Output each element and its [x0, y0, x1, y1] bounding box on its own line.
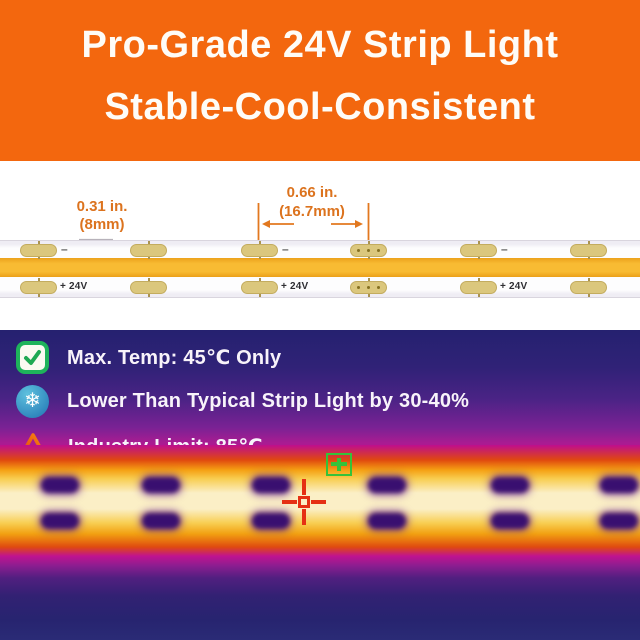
solder-pad [570, 244, 607, 257]
negative-terminal-label: – [282, 242, 289, 256]
thermal-pad-blob [491, 513, 529, 529]
solder-pad [130, 244, 167, 257]
led-strip-illustration: – + 24V – + 24V – + 24V [0, 240, 640, 298]
feature-max-temp: Max. Temp: 45℃ Only [16, 341, 281, 374]
thermal-target-marker-icon [326, 453, 352, 476]
features-background [0, 330, 640, 455]
solder-dot [367, 286, 370, 289]
snowflake-icon: ❄ [16, 385, 49, 418]
crosshair-arm [311, 500, 326, 504]
solder-dot [377, 286, 380, 289]
negative-terminal-label: – [61, 242, 68, 256]
thermal-pad-blob [41, 477, 79, 493]
solder-dot [377, 249, 380, 252]
solder-pad [241, 281, 278, 294]
solder-pad [570, 281, 607, 294]
thermal-pad-blob [368, 477, 406, 493]
cob-led-band [0, 258, 640, 277]
solder-pad [460, 244, 497, 257]
thermal-section: Max. Temp: 45℃ Only ❄ Lower Than Typical… [0, 330, 640, 640]
crosshair-arm [302, 479, 306, 495]
thermal-pad-blob [142, 513, 180, 529]
strip-diagram: 0.31 in. (8mm) 0.66 in. (16.7mm) – + 24V –… [0, 161, 640, 330]
crosshair-arm [282, 500, 297, 504]
thermal-pad-blob [142, 477, 180, 493]
solder-pad [241, 244, 278, 257]
thermal-pad-blob [41, 513, 79, 529]
positive-terminal-label: + 24V [500, 281, 528, 292]
negative-terminal-label: – [501, 242, 508, 256]
thermal-pad-blob [252, 513, 290, 529]
marker-bar [331, 462, 347, 466]
width-dimension-mm: (8mm) [79, 216, 125, 233]
solder-dot [357, 286, 360, 289]
solder-pad [460, 281, 497, 294]
solder-pad [20, 281, 57, 294]
width-dimension-inches: 0.31 in. [76, 198, 128, 215]
headline-line2: Stable-Cool-Consistent [104, 86, 536, 128]
thermal-pad-blob [252, 477, 290, 493]
thermal-pad-blob [368, 513, 406, 529]
thermal-image: Tested after 90 mins continuous operatio… [0, 445, 640, 640]
check-icon [16, 341, 49, 374]
pitch-dimension-inches: 0.66 in. [286, 184, 338, 201]
feature-text: Max. Temp: 45℃ Only [67, 347, 282, 369]
header-banner: Pro-Grade 24V Strip Light Stable-Cool-Co… [0, 0, 640, 161]
thermal-pad-blob [491, 477, 529, 493]
solder-pad [20, 244, 57, 257]
crosshair-arm [302, 509, 306, 525]
thermal-pad-blob [600, 513, 638, 529]
crosshair-center [298, 496, 310, 508]
solder-dot [367, 249, 370, 252]
feature-cooler: ❄ Lower Than Typical Strip Light by 30-4… [16, 385, 469, 418]
feature-text: Lower Than Typical Strip Light by 30-40% [67, 390, 470, 412]
pitch-dimension-mm: (16.7mm) [279, 203, 345, 220]
positive-terminal-label: + 24V [281, 281, 309, 292]
solder-dot [357, 249, 360, 252]
crosshair-icon [282, 479, 326, 525]
headline-line1: Pro-Grade 24V Strip Light [81, 24, 559, 66]
solder-pad [130, 281, 167, 294]
positive-terminal-label: + 24V [60, 281, 88, 292]
thermal-pad-blob [600, 477, 638, 493]
